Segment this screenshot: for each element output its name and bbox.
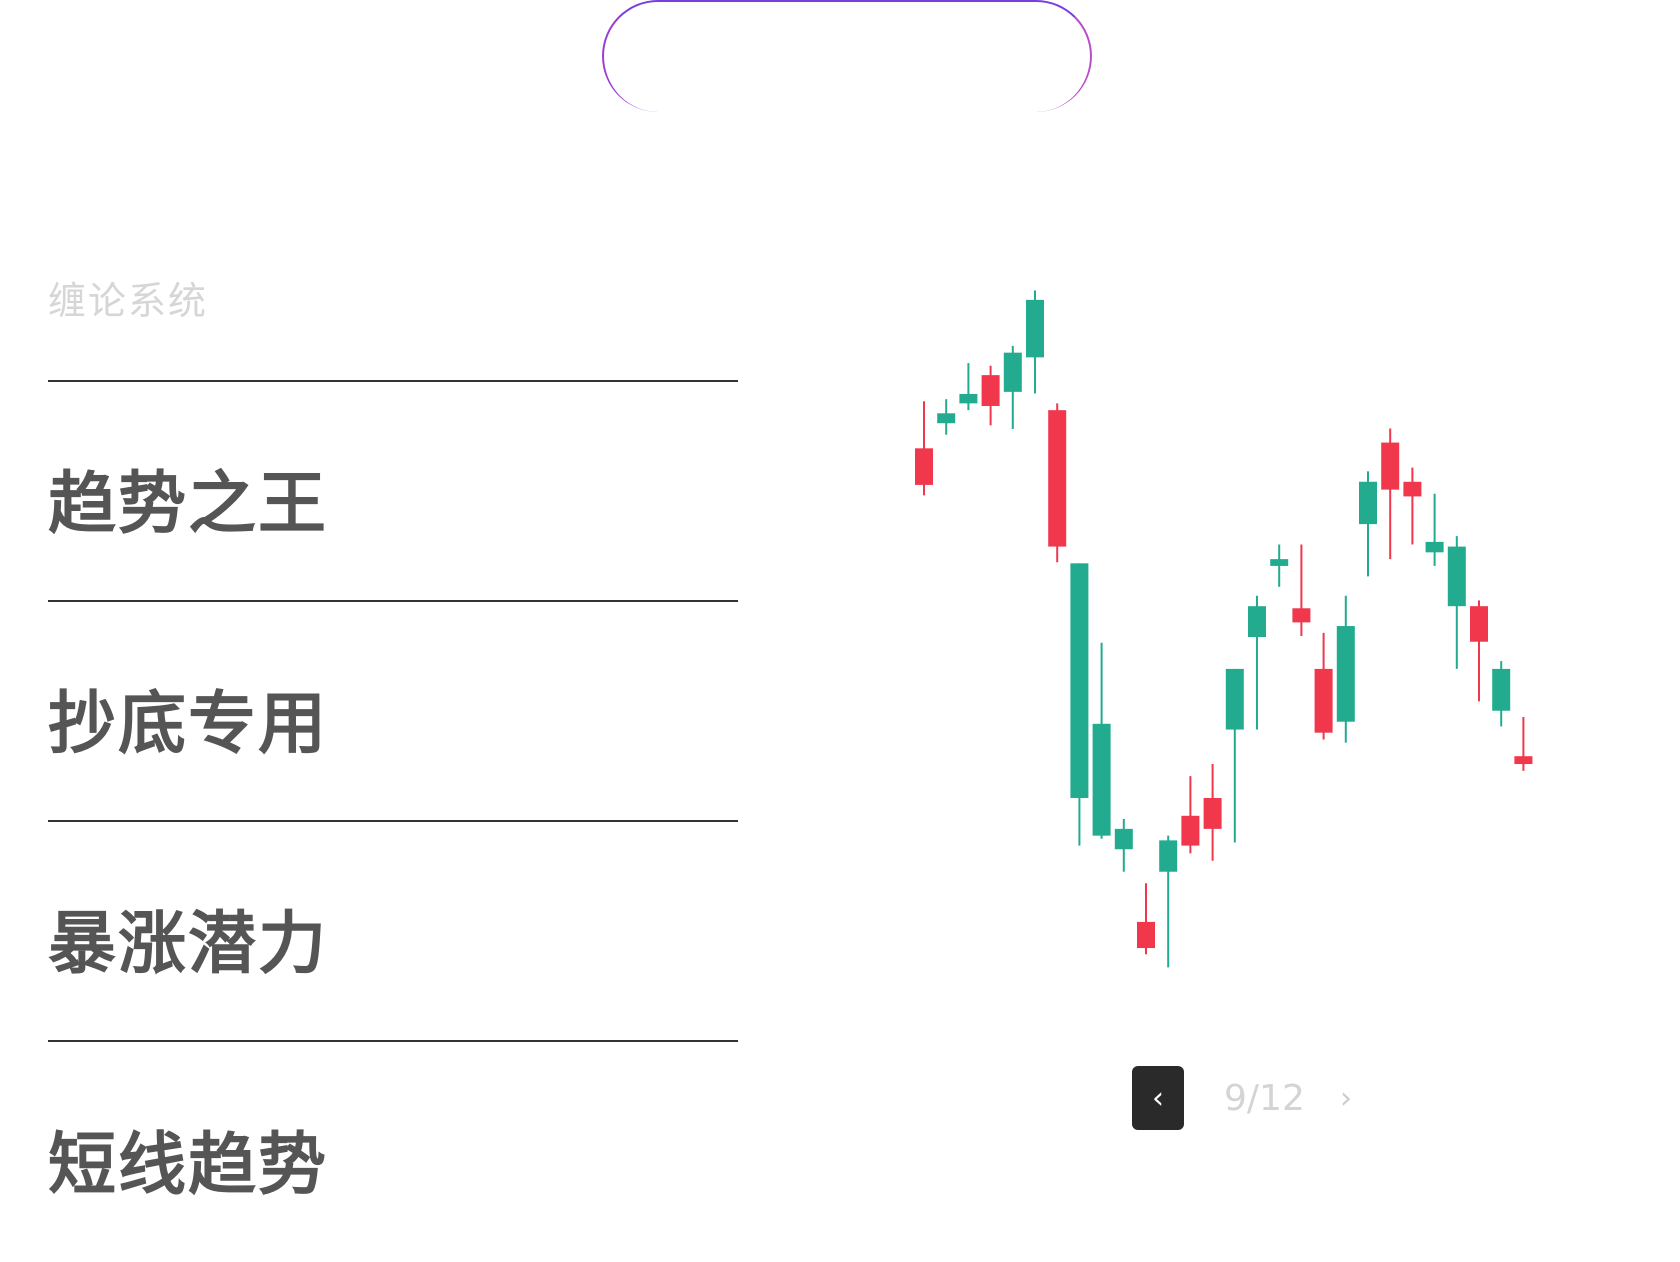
candle-body bbox=[1403, 481, 1422, 497]
page-indicator: 9/12 bbox=[1224, 1077, 1305, 1119]
candle bbox=[1270, 544, 1289, 587]
chevron-left-icon: ‹ bbox=[1152, 1080, 1164, 1116]
candle-body bbox=[1026, 299, 1044, 358]
strategy-menu: 缠论系统 趋势之王 抄底专用 暴涨潜力 短线趋势 bbox=[48, 232, 738, 1262]
candle-body bbox=[1070, 563, 1089, 799]
candle-body bbox=[1359, 481, 1377, 525]
candle-body bbox=[1470, 606, 1488, 642]
menu-item-bottom-fishing[interactable]: 抄底专用 bbox=[48, 602, 738, 822]
menu-item-surge-potential[interactable]: 暴涨潜力 bbox=[48, 822, 738, 1042]
candle-body bbox=[1447, 546, 1466, 607]
candle bbox=[1048, 403, 1067, 563]
candle bbox=[1425, 493, 1444, 566]
candle-body bbox=[1159, 840, 1178, 872]
candle bbox=[1003, 345, 1022, 429]
candle bbox=[1026, 290, 1044, 394]
candlestick-chart bbox=[915, 290, 1533, 968]
candle bbox=[1470, 600, 1488, 702]
candle-body bbox=[981, 375, 1000, 406]
candle-body bbox=[1292, 608, 1311, 623]
candle bbox=[1292, 544, 1311, 636]
candle bbox=[959, 363, 978, 411]
candle-body bbox=[1203, 798, 1222, 829]
candle bbox=[1492, 661, 1511, 727]
candle-body bbox=[1381, 442, 1400, 490]
candle bbox=[1181, 776, 1200, 854]
menu-item-short-term-trend[interactable]: 短线趋势 bbox=[48, 1125, 329, 1205]
candle bbox=[1070, 563, 1089, 846]
candle bbox=[1336, 595, 1355, 743]
candle-body bbox=[959, 393, 978, 404]
candle-body bbox=[937, 413, 956, 424]
candle-body bbox=[1336, 626, 1355, 722]
candle-body bbox=[1092, 723, 1111, 836]
candle-body bbox=[1003, 352, 1022, 392]
candle-body bbox=[1137, 921, 1155, 949]
candle bbox=[1381, 428, 1400, 560]
candle-body bbox=[1425, 541, 1444, 553]
candle bbox=[1447, 536, 1466, 669]
candle bbox=[937, 399, 956, 435]
candle-body bbox=[1225, 668, 1244, 730]
candle bbox=[1225, 668, 1244, 843]
candle bbox=[1203, 764, 1222, 861]
candle bbox=[1137, 883, 1155, 955]
candle bbox=[915, 401, 933, 496]
candle-body bbox=[1270, 559, 1289, 566]
menu-item-faded[interactable]: 缠论系统 bbox=[48, 232, 738, 382]
candle bbox=[981, 365, 1000, 426]
candle-body bbox=[1114, 828, 1133, 850]
candle bbox=[1092, 642, 1111, 839]
candle-body bbox=[1492, 668, 1511, 711]
candle bbox=[1248, 595, 1266, 730]
candle-body bbox=[1314, 668, 1333, 733]
candle-body bbox=[1514, 756, 1533, 765]
next-page-button[interactable]: › bbox=[1340, 1081, 1352, 1116]
prev-page-button[interactable]: ‹ bbox=[1132, 1066, 1184, 1130]
candle bbox=[1359, 471, 1377, 577]
pagination: ‹ 9/12 › bbox=[1132, 1066, 1352, 1130]
top-pill-frame[interactable] bbox=[602, 0, 1092, 112]
candle bbox=[1403, 467, 1422, 545]
candle bbox=[1314, 632, 1333, 740]
menu-item-trend-king[interactable]: 趋势之王 bbox=[48, 382, 738, 602]
candle bbox=[1514, 717, 1533, 771]
candle bbox=[1114, 818, 1133, 872]
candle-body bbox=[1181, 815, 1200, 846]
candle bbox=[1159, 835, 1178, 968]
candle-body bbox=[1048, 410, 1067, 547]
chevron-right-icon: › bbox=[1340, 1080, 1352, 1116]
candle-body bbox=[915, 448, 933, 485]
candle-body bbox=[1248, 606, 1266, 638]
